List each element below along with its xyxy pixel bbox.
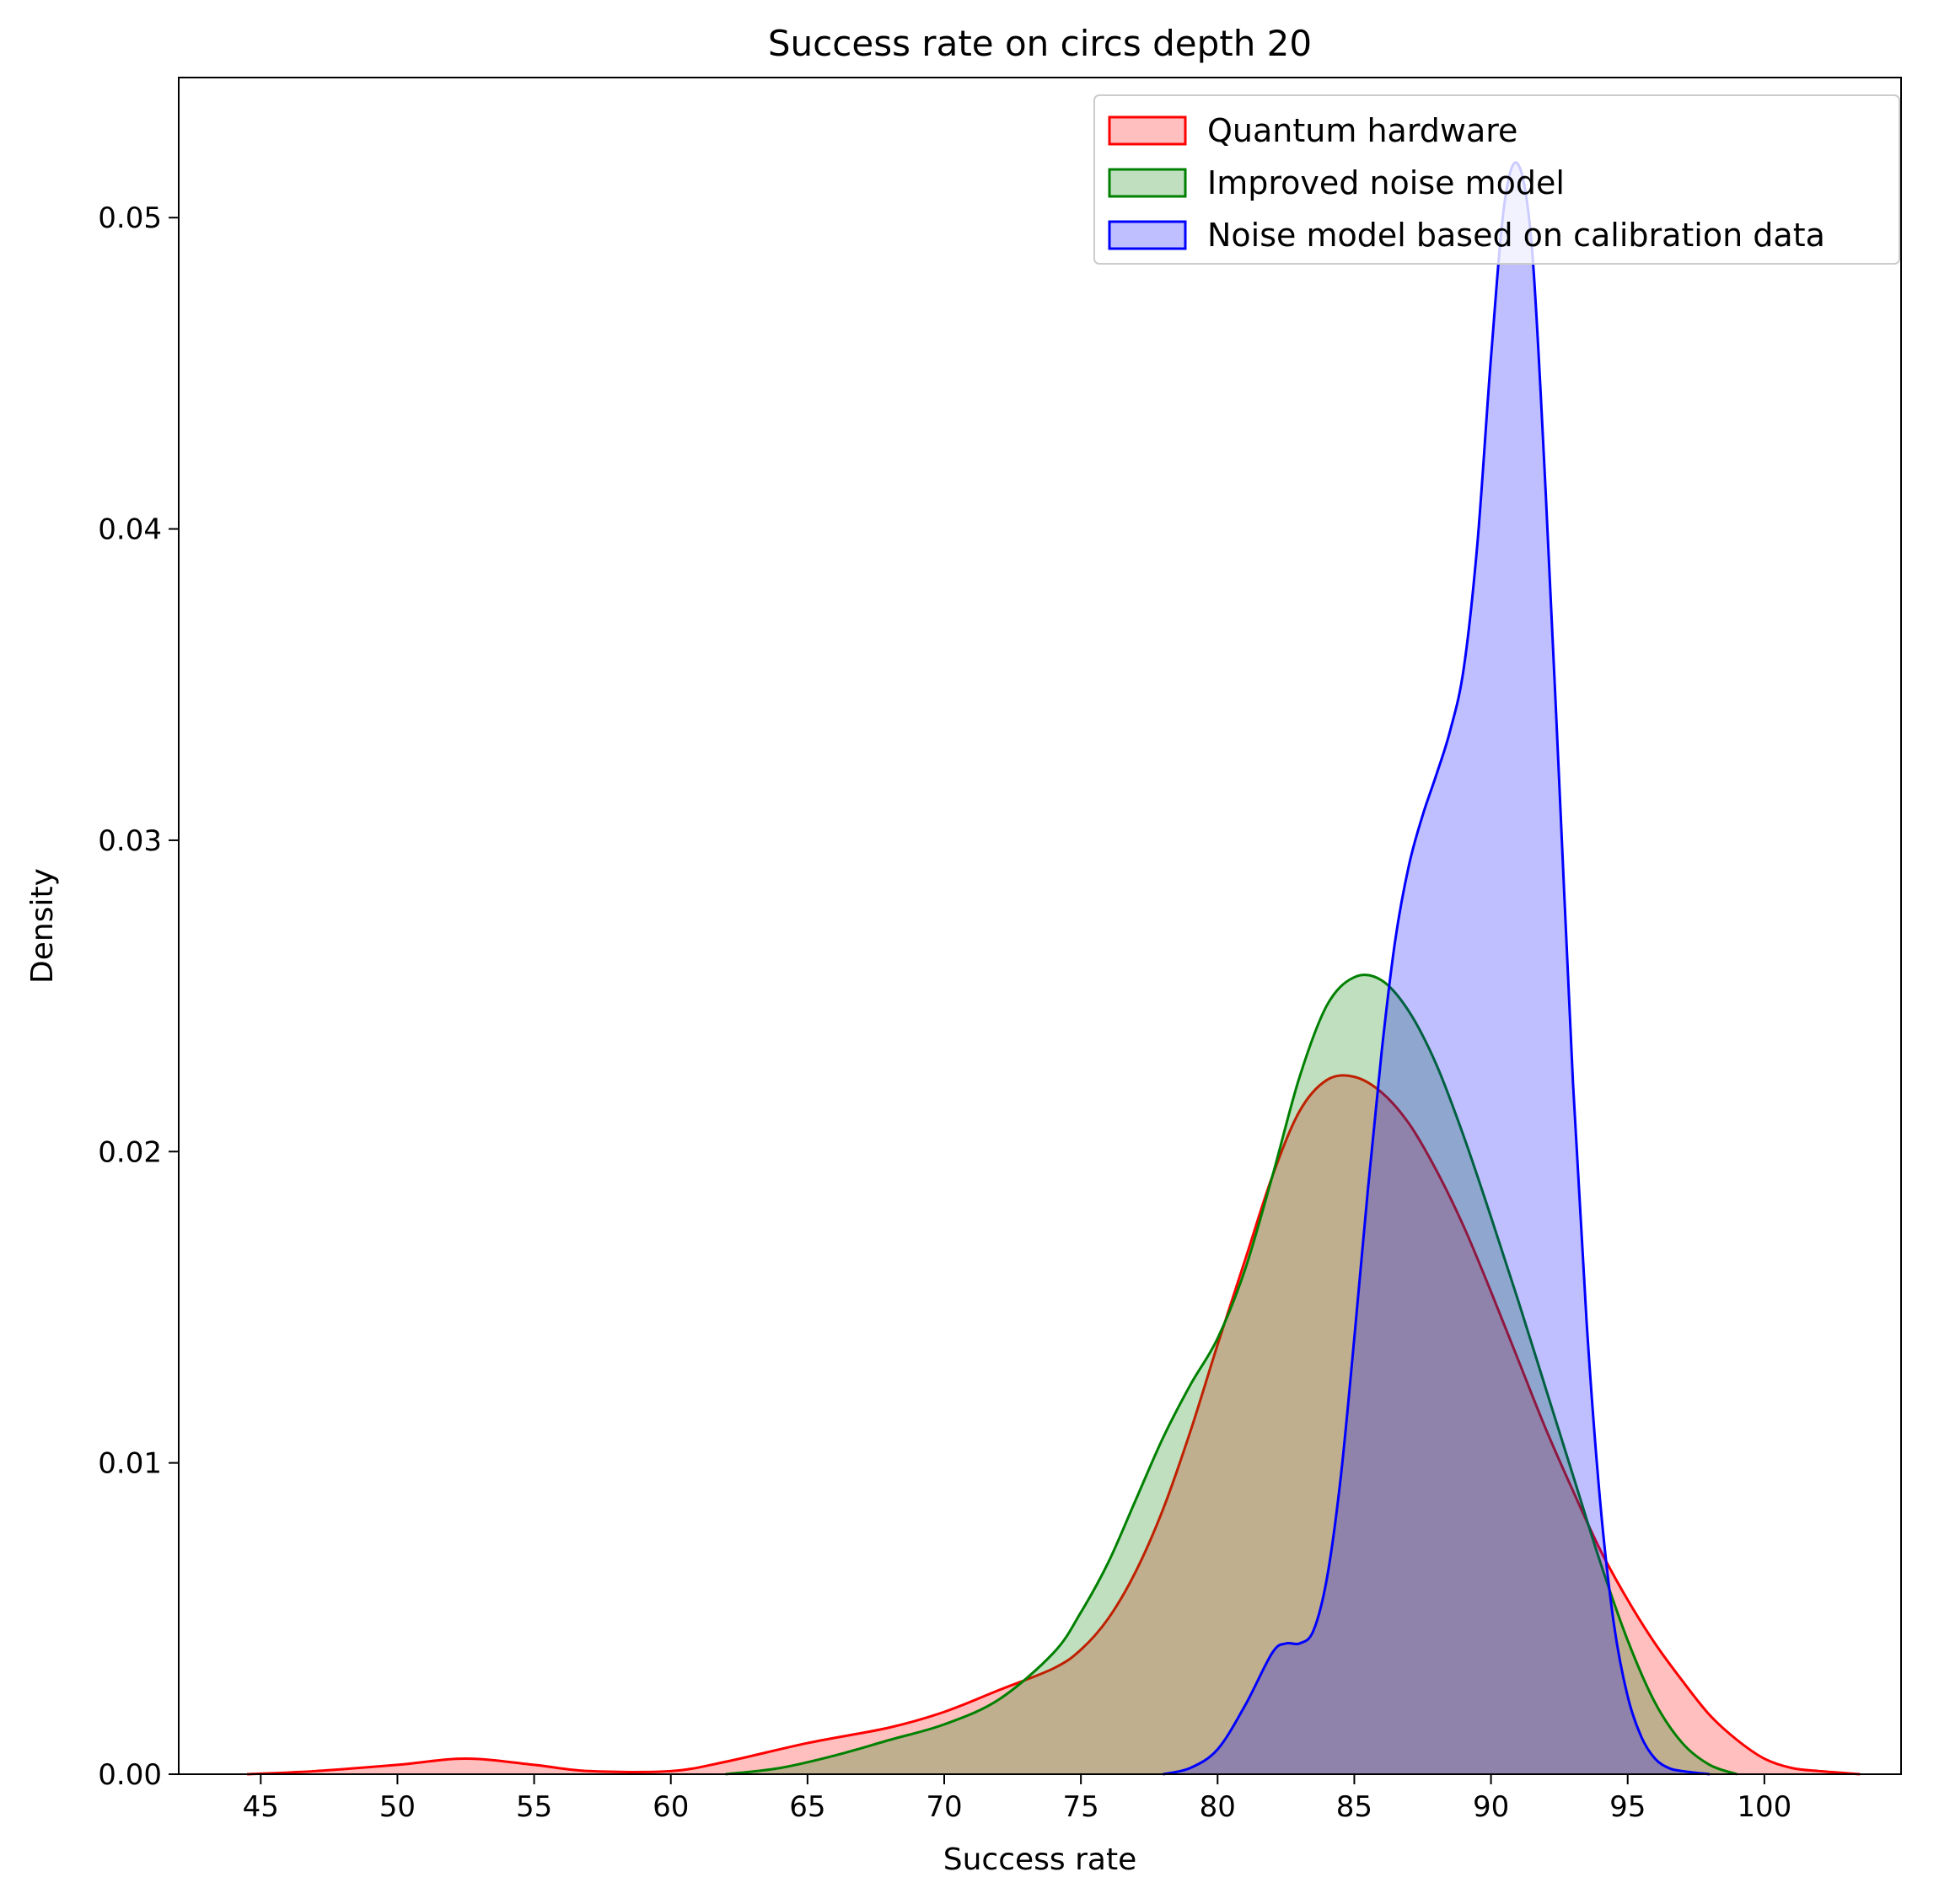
plot-frame [178, 77, 1902, 1775]
x-axis-ticks: 45 50 55 60 65 70 75 80 85 90 95 100 [243, 1774, 1791, 1824]
legend: Quantum hardware Improved noise model Nois… [1093, 94, 1900, 265]
line-noise-model-based-on-calibration-data [1163, 161, 1711, 1776]
y-tick-label: 0.05 [98, 201, 162, 235]
line-improved-noise-model [725, 973, 1738, 1776]
chart-title: Success rate on circs depth 20 [768, 23, 1312, 64]
x-tick-label: 65 [789, 1790, 825, 1824]
line-quantum-hardware [247, 1074, 1861, 1776]
x-tick-label: 55 [516, 1790, 552, 1824]
legend-swatch-noise-model-based-on-calibration-data [1108, 220, 1187, 250]
y-axis-ticks: 0.00 0.01 0.02 0.03 0.04 0.05 [98, 201, 179, 1792]
x-tick-label: 50 [379, 1790, 416, 1824]
y-axis-label: Density [25, 868, 60, 984]
y-tick-label: 0.04 [98, 513, 162, 547]
x-tick-label: 80 [1200, 1790, 1236, 1824]
x-tick-label: 45 [243, 1790, 279, 1824]
x-tick-label: 90 [1473, 1790, 1509, 1824]
legend-box [1093, 94, 1900, 265]
x-tick-label: 60 [653, 1790, 689, 1824]
legend-label-noise-model-based-on-calibration-data: Noise model based on calibration data [1207, 217, 1825, 254]
x-tick-label: 85 [1336, 1790, 1372, 1824]
y-tick-label: 0.02 [98, 1135, 162, 1169]
series-layer [247, 161, 1861, 1776]
x-tick-label: 75 [1063, 1790, 1099, 1824]
legend-swatch-improved-noise-model [1108, 168, 1187, 198]
area-improved-noise-model [725, 974, 1738, 1774]
x-tick-label: 100 [1737, 1790, 1791, 1824]
x-axis-label: Success rate [943, 1842, 1136, 1877]
y-tick-label: 0.00 [98, 1758, 162, 1792]
legend-swatch-quantum-hardware [1108, 115, 1187, 146]
y-tick-label: 0.01 [98, 1447, 162, 1481]
x-tick-label: 70 [926, 1790, 962, 1824]
legend-label-quantum-hardware: Quantum hardware [1207, 112, 1517, 149]
area-quantum-hardware [247, 1075, 1861, 1774]
legend-label-improved-noise-model: Improved noise model [1207, 164, 1565, 201]
y-tick-label: 0.03 [98, 824, 162, 858]
x-tick-label: 95 [1609, 1790, 1646, 1824]
area-noise-model-based-on-calibration-data [1163, 162, 1710, 1774]
